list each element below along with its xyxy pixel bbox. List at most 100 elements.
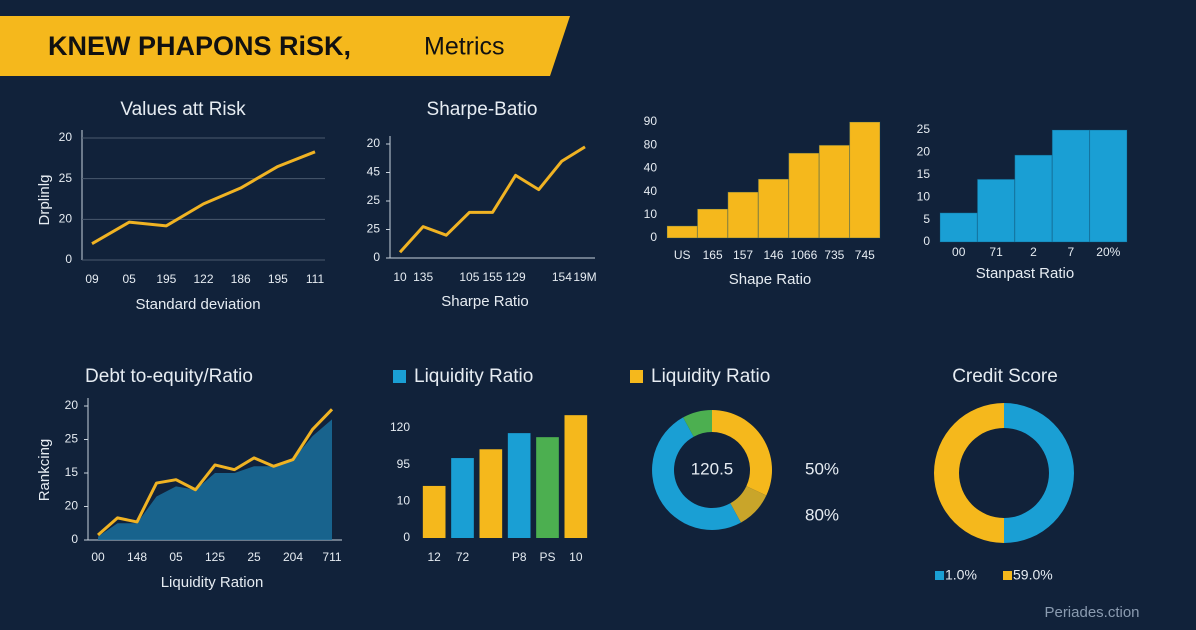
x-tick-label: 125 bbox=[205, 550, 225, 564]
y-tick-label: 25 bbox=[917, 122, 931, 136]
x-tick-label: 195 bbox=[268, 272, 288, 286]
legend-swatch bbox=[1003, 571, 1012, 580]
donut-segment bbox=[652, 417, 741, 530]
chart-title: Credit Score bbox=[952, 366, 1058, 387]
bar bbox=[849, 121, 881, 239]
bar bbox=[507, 433, 531, 538]
bar bbox=[1014, 154, 1053, 243]
x-tick-label: 129 bbox=[506, 270, 526, 284]
donut-segment bbox=[934, 403, 1004, 543]
y-tick-label: 80 bbox=[644, 137, 658, 151]
x-tick-label: 1066 bbox=[791, 248, 818, 262]
legend-label: 1.0% bbox=[945, 567, 977, 583]
chart-title: Liquidity Ratio bbox=[414, 366, 533, 387]
bar bbox=[818, 144, 851, 239]
x-tick-label: 00 bbox=[91, 550, 105, 564]
bar bbox=[788, 152, 820, 239]
y-tick-label: 0 bbox=[373, 250, 380, 264]
bar bbox=[727, 191, 759, 239]
line bbox=[97, 408, 334, 537]
x-tick-label: 204 bbox=[283, 550, 303, 564]
bar bbox=[564, 415, 588, 538]
x-tick-label: 135 bbox=[413, 270, 433, 284]
x-tick-label: 105 bbox=[459, 270, 479, 284]
donut-segment bbox=[730, 486, 767, 523]
bar bbox=[451, 458, 474, 538]
annotation: 80% bbox=[805, 505, 839, 524]
x-tick-label: 735 bbox=[824, 248, 844, 262]
y-tick-label: 10 bbox=[397, 494, 411, 508]
bar bbox=[536, 437, 559, 538]
legend-swatch bbox=[393, 370, 406, 383]
line bbox=[91, 150, 316, 246]
x-tick-label: 7 bbox=[1068, 245, 1075, 259]
legend-swatch bbox=[630, 370, 643, 383]
legend-swatch bbox=[935, 571, 944, 580]
x-tick-label: 154 bbox=[552, 270, 572, 284]
x-tick-label: 10 bbox=[393, 270, 407, 284]
y-tick-label: 20 bbox=[65, 499, 79, 513]
y-tick-label: 20 bbox=[65, 398, 79, 412]
chart-title: Sharpe-Batio bbox=[427, 99, 538, 120]
y-tick-label: 120 bbox=[390, 420, 410, 434]
x-tick-label: 19M bbox=[573, 270, 596, 284]
area bbox=[98, 419, 332, 540]
x-tick-label: 05 bbox=[122, 272, 136, 286]
chart-title: Liquidity Ratio bbox=[651, 366, 770, 387]
y-tick-label: 45 bbox=[367, 165, 381, 179]
y-tick-label: 95 bbox=[397, 457, 411, 471]
y-tick-label: 10 bbox=[917, 189, 931, 203]
x-axis-title: Liquidity Ration bbox=[161, 574, 264, 591]
x-tick-label: US bbox=[674, 248, 691, 262]
x-tick-label: 155 bbox=[482, 270, 502, 284]
y-tick-label: 20 bbox=[367, 136, 381, 150]
x-axis-title: Shape Ratio bbox=[729, 271, 812, 288]
donut-segment bbox=[683, 410, 712, 437]
y-tick-label: 10 bbox=[644, 207, 658, 221]
chart-title: Debt to-equity/Ratio bbox=[85, 366, 253, 387]
x-tick-label: 111 bbox=[306, 272, 325, 286]
y-tick-label: 40 bbox=[644, 161, 658, 175]
x-tick-label: 146 bbox=[763, 248, 783, 262]
x-axis-title: Standard deviation bbox=[135, 296, 260, 313]
x-tick-label: 2 bbox=[1030, 245, 1037, 259]
bar bbox=[479, 449, 503, 538]
x-axis-title: Stanpast Ratio bbox=[976, 265, 1074, 282]
bar bbox=[757, 178, 790, 239]
donut-segment bbox=[712, 410, 772, 496]
legend-label: 59.0% bbox=[1013, 567, 1053, 583]
bar bbox=[666, 225, 698, 239]
x-tick-label: P8 bbox=[512, 550, 527, 564]
x-tick-label: 195 bbox=[156, 272, 176, 286]
x-tick-label: 10 bbox=[569, 550, 583, 564]
page-title-suffix: Metrics bbox=[424, 33, 505, 61]
x-axis-title: Sharpe Ratio bbox=[441, 293, 529, 310]
y-tick-label: 40 bbox=[644, 184, 658, 198]
x-tick-label: 05 bbox=[169, 550, 183, 564]
page-title: KNEW PHAPONS RiSK, bbox=[48, 31, 351, 61]
y-tick-label: 0 bbox=[923, 234, 930, 248]
y-tick-label: 25 bbox=[367, 193, 381, 207]
y-tick-label: 25 bbox=[367, 222, 381, 236]
y-tick-label: 90 bbox=[644, 114, 658, 128]
x-tick-label: 00 bbox=[952, 245, 966, 259]
bar bbox=[939, 212, 978, 243]
y-tick-label: 25 bbox=[59, 171, 73, 185]
bar bbox=[1089, 129, 1128, 243]
bar bbox=[976, 178, 1016, 243]
line bbox=[398, 145, 586, 254]
annotation: 50% bbox=[805, 459, 839, 478]
x-tick-label: 711 bbox=[322, 550, 341, 564]
footer: Periades.ction bbox=[1044, 604, 1139, 621]
x-tick-label: 122 bbox=[193, 272, 213, 286]
y-tick-label: 0 bbox=[403, 530, 410, 544]
chart-title: Values att Risk bbox=[120, 99, 246, 120]
y-tick-label: 15 bbox=[917, 167, 931, 181]
x-tick-label: 157 bbox=[733, 248, 753, 262]
x-tick-label: 186 bbox=[231, 272, 251, 286]
x-tick-label: 12 bbox=[427, 550, 441, 564]
title-banner bbox=[0, 16, 570, 76]
y-tick-label: 20 bbox=[917, 145, 931, 159]
x-tick-label: 148 bbox=[127, 550, 147, 564]
